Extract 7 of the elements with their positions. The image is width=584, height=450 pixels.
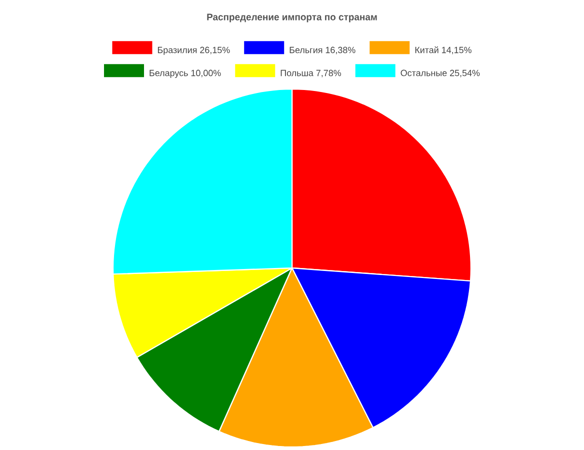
legend-label: Польша 7,78% — [280, 70, 342, 78]
legend-label: Китай 14,15% — [415, 46, 472, 54]
chart-title: Распределение импорта по странам — [207, 14, 377, 22]
legend-label: Бразилия 26,15% — [158, 46, 230, 55]
legend-label: Остальные 25,54% — [400, 70, 480, 78]
legend-label: Беларусь 10,00% — [150, 70, 221, 78]
legend-label: Бельгия 16,38% — [290, 46, 356, 54]
